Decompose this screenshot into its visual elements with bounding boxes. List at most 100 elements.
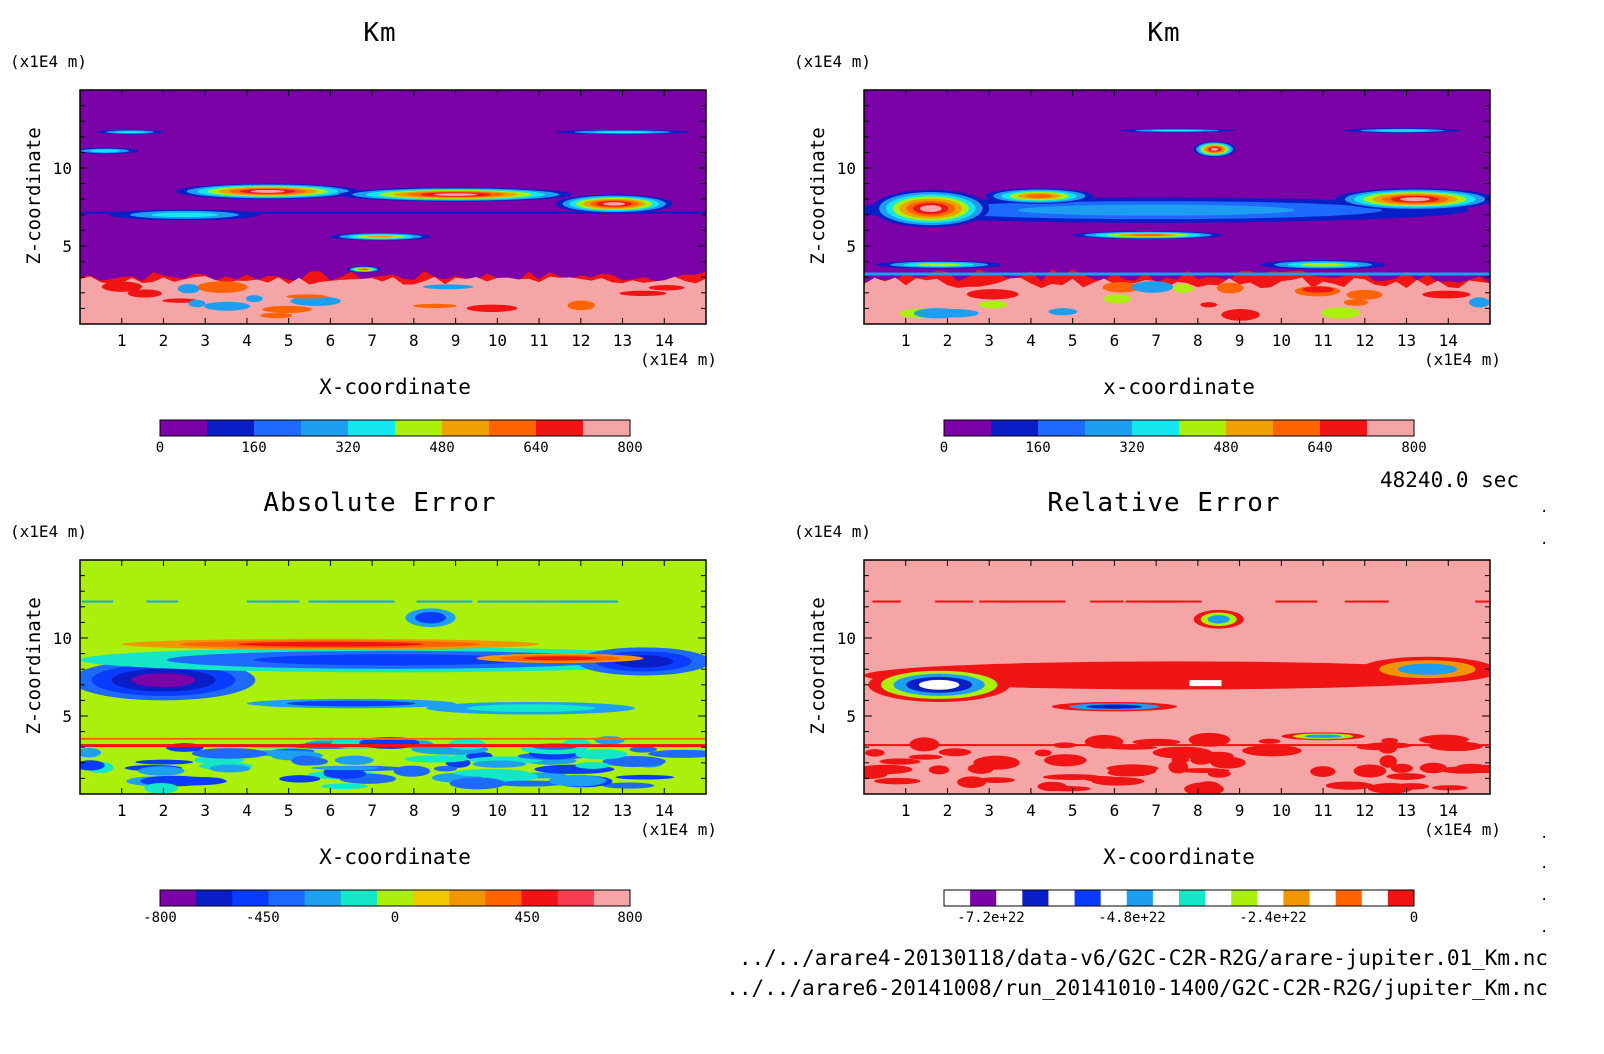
x-axis-label: x-coordinate (1103, 375, 1255, 399)
error-patch (1275, 600, 1318, 603)
colorbar-swatch (1074, 890, 1102, 906)
x-tick-label: 14 (1439, 331, 1458, 350)
error-patch (433, 765, 458, 772)
error-patch (138, 766, 185, 776)
error-patch (1034, 749, 1052, 757)
plot-frame (79, 559, 707, 795)
error-streak (287, 700, 416, 707)
error-patch (279, 775, 321, 783)
x-tick-label: 1 (901, 801, 911, 820)
colorbar-swatch (1179, 890, 1206, 906)
error-streak (918, 679, 960, 690)
error-patch (575, 749, 628, 760)
y-axis-label: Z-coordinate (23, 597, 45, 735)
colorbar-swatch (196, 890, 233, 906)
x-tick-label: 11 (529, 801, 548, 820)
x-tick-label: 7 (367, 331, 377, 350)
colorbar-label: 0 (391, 910, 399, 926)
x-tick-label: 1 (117, 801, 127, 820)
y-tick-label: 5 (846, 707, 856, 726)
x-tick-label: 13 (613, 801, 632, 820)
x-tick-label: 2 (159, 801, 169, 820)
y-unit-label: (x1E4 m) (794, 52, 872, 71)
error-patch (548, 774, 607, 787)
x-tick-label: 5 (1068, 801, 1078, 820)
turbulent-patch (290, 296, 341, 307)
x-axis-label: X-coordinate (319, 845, 471, 869)
y-axis-label: Z-coordinate (807, 597, 829, 735)
colorbar-swatch (1226, 420, 1274, 436)
y-unit-label: (x1E4 m) (10, 522, 88, 541)
colorbar-swatch (1231, 890, 1258, 906)
colorbar-swatch (442, 420, 490, 436)
error-streak (1397, 663, 1458, 675)
x-tick-label: 6 (326, 331, 336, 350)
decorative-dot: . (1540, 920, 1549, 936)
y-tick-label: 10 (837, 629, 856, 648)
error-patch (879, 758, 921, 765)
mixing-streak (1017, 204, 1296, 216)
error-streak (1207, 615, 1230, 624)
colorbar-swatch (207, 420, 255, 436)
x-tick-label: 5 (1068, 331, 1078, 350)
mixing-streak (366, 235, 395, 238)
x-tick-label: 10 (1272, 331, 1291, 350)
error-patch (1367, 783, 1413, 794)
x-tick-label: 8 (1193, 801, 1203, 820)
error-patch (973, 755, 1020, 770)
colorbar-swatch (1152, 890, 1180, 906)
x-tick-label: 14 (655, 331, 674, 350)
x-tick-label: 9 (1235, 801, 1245, 820)
colorbar: -7.2e+22 -4.8e+22 -2.4e+22 0 (943, 889, 1418, 926)
error-patch (146, 600, 178, 603)
x-tick-label: 8 (409, 801, 419, 820)
x-axis-label: X-coordinate (319, 375, 471, 399)
error-patch (144, 782, 178, 794)
error-patch (246, 600, 283, 603)
heatmap-field (80, 560, 706, 794)
x-tick-label: 14 (655, 801, 674, 820)
error-patch (1390, 763, 1413, 773)
colorbar-frame (943, 889, 1415, 907)
x-tick-label: 8 (1193, 331, 1203, 350)
x-tick-label: 2 (159, 331, 169, 350)
error-patch (453, 769, 529, 777)
error-patch (1381, 737, 1399, 744)
error-patch (416, 600, 473, 603)
error-patch (602, 782, 655, 789)
colorbar-label: 800 (1401, 440, 1426, 456)
colorbar-label: 640 (1307, 440, 1332, 456)
turbulent-patch (101, 281, 143, 292)
colorbar-swatch (254, 420, 302, 436)
y-unit-label: (x1E4 m) (10, 52, 88, 71)
colorbar-label: 800 (617, 910, 642, 926)
colorbar: -800 -450 0 450 800 (143, 889, 643, 926)
error-streak (1304, 734, 1342, 739)
turbulent-patch (1200, 302, 1218, 308)
x-unit-label: (x1E4 m) (1424, 350, 1502, 369)
error-patch (1207, 770, 1231, 778)
mixing-streak (1129, 234, 1166, 237)
error-patch (874, 777, 921, 785)
x-tick-label: 5 (284, 331, 294, 350)
colorbar-swatch (449, 890, 486, 906)
error-patch (1344, 600, 1382, 603)
heatmap-field (80, 90, 706, 324)
x-axis-label: X-coordinate (1103, 845, 1255, 869)
y-tick-label: 5 (846, 237, 856, 256)
colorbar-swatch (1335, 890, 1363, 906)
error-patch (908, 754, 943, 760)
error-streak (415, 611, 446, 624)
turbulent-patch (1216, 282, 1244, 294)
mixing-streak (250, 189, 285, 193)
colorbar-swatch (996, 890, 1023, 906)
mixing-streak (433, 193, 478, 196)
x-tick-label: 11 (529, 331, 548, 350)
turbulent-patch (1048, 308, 1078, 316)
error-patch (80, 760, 105, 771)
colorbar-swatch (413, 890, 450, 906)
plot-frame (79, 89, 707, 325)
colorbar-frame (159, 889, 631, 907)
colorbar-swatch (340, 890, 378, 906)
